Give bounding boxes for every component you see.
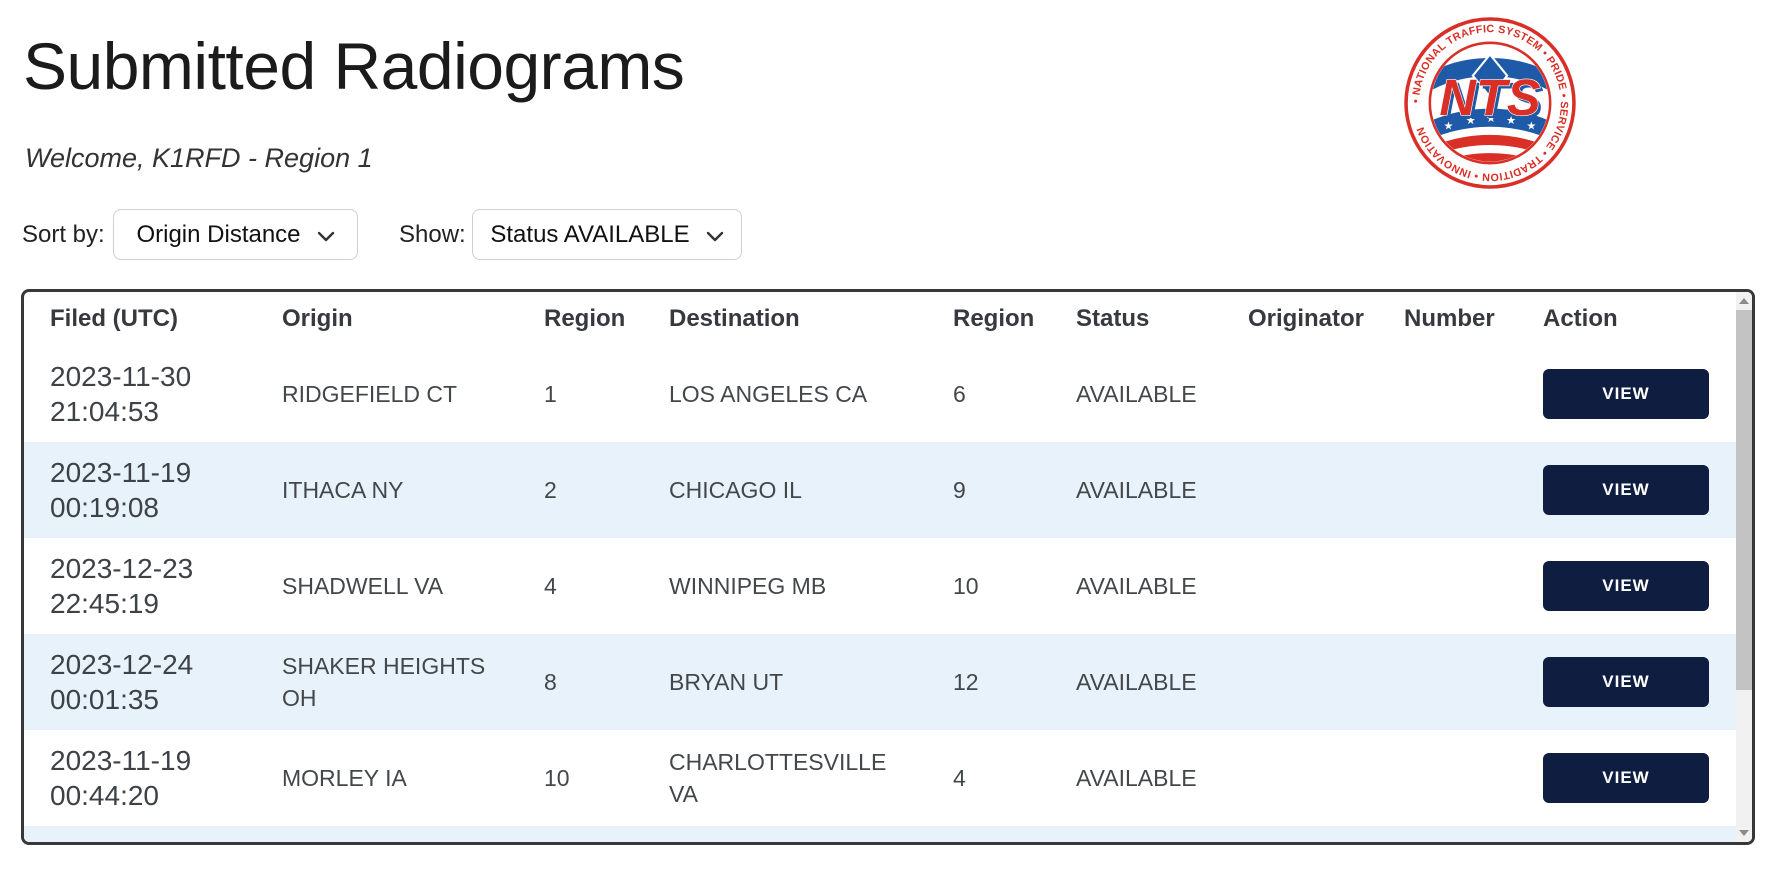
cell-destination: CHICAGO IL bbox=[669, 476, 802, 503]
table-row: 2023-11-19 00:19:08 ITHACA NY 2 CHICAGO … bbox=[24, 442, 1736, 538]
cell-origin-region: 4 bbox=[544, 572, 557, 599]
column-header-action: Action bbox=[1543, 305, 1618, 332]
view-button[interactable]: VIEW bbox=[1543, 657, 1709, 707]
cell-status: AVAILABLE bbox=[1076, 476, 1197, 503]
view-button[interactable]: VIEW bbox=[1543, 753, 1709, 803]
table-row: 2023-12-24 00:01:35 SHAKER HEIGHTS OH 8 … bbox=[24, 634, 1736, 730]
table-row: 2023-11-30 21:04:53 RIDGEFIELD CT 1 LOS … bbox=[24, 346, 1736, 442]
column-header-origin-region: Region bbox=[544, 305, 626, 332]
cell-dest-region: 10 bbox=[953, 572, 979, 599]
filed-date: 2023-12-23 bbox=[50, 553, 194, 584]
table-content: Filed (UTC) Origin Region Destination Re… bbox=[24, 292, 1736, 842]
chevron-down-icon bbox=[706, 231, 723, 241]
table-row: 2023-12-23 22:45:19 SHADWELL VA 4 WINNIP… bbox=[24, 538, 1736, 634]
column-header-dest-region: Region bbox=[953, 305, 1035, 332]
cell-origin: ITHACA NY bbox=[282, 476, 404, 503]
table-row-partial bbox=[24, 826, 1736, 842]
logo-monogram: NTS bbox=[1439, 69, 1540, 126]
nts-logo-graphic: • NATIONAL TRAFFIC SYSTEM • PRIDE • SERV… bbox=[1404, 17, 1576, 189]
triangle-up-icon bbox=[1739, 298, 1749, 304]
cell-origin-region: 10 bbox=[544, 764, 570, 791]
filed-time: 00:44:20 bbox=[50, 780, 159, 811]
view-button[interactable]: VIEW bbox=[1543, 369, 1709, 419]
cell-origin-region: 2 bbox=[544, 476, 557, 503]
cell-origin: SHADWELL VA bbox=[282, 572, 444, 599]
show-select[interactable]: Status AVAILABLE bbox=[472, 209, 742, 260]
cell-origin-region: 1 bbox=[544, 380, 557, 407]
column-header-origin: Origin bbox=[282, 305, 353, 332]
column-header-filed: Filed (UTC) bbox=[50, 305, 178, 332]
show-label: Show: bbox=[399, 220, 466, 248]
cell-filed: 2023-12-23 22:45:19 bbox=[50, 551, 282, 621]
sort-select[interactable]: Origin Distance bbox=[113, 209, 358, 260]
filed-time: 00:19:08 bbox=[50, 492, 159, 523]
svg-text:★: ★ bbox=[1443, 120, 1453, 132]
cell-filed: 2023-12-24 00:01:35 bbox=[50, 647, 282, 717]
logo-stars: ★ ★ ★ ★ ★ bbox=[1443, 113, 1536, 132]
column-header-destination: Destination bbox=[669, 305, 800, 332]
filed-time: 00:01:35 bbox=[50, 684, 159, 715]
cell-filed: 2023-11-30 21:04:53 bbox=[50, 359, 282, 429]
filed-date: 2023-12-24 bbox=[50, 649, 194, 680]
svg-text:★: ★ bbox=[1466, 115, 1476, 127]
scroll-down-button[interactable] bbox=[1736, 824, 1752, 842]
chevron-down-icon bbox=[317, 231, 334, 241]
cell-dest-region: 4 bbox=[953, 764, 966, 791]
filed-time: 21:04:53 bbox=[50, 396, 159, 427]
svg-text:★: ★ bbox=[1486, 113, 1496, 125]
page-title: Submitted Radiograms bbox=[23, 29, 685, 103]
view-button[interactable]: VIEW bbox=[1543, 465, 1709, 515]
svg-text:★: ★ bbox=[1506, 115, 1516, 127]
filed-date: 2023-11-19 bbox=[50, 745, 192, 776]
cell-status: AVAILABLE bbox=[1076, 668, 1197, 695]
cell-filed: 2023-11-19 00:19:08 bbox=[50, 455, 282, 525]
cell-action: VIEW bbox=[1543, 657, 1736, 707]
logo-monogram-shadow: NTS bbox=[1442, 72, 1543, 129]
sort-by-label: Sort by: bbox=[22, 220, 105, 248]
triangle-down-icon bbox=[1739, 830, 1749, 836]
table-row: 2023-11-19 00:44:20 MORLEY IA 10 CHARLOT… bbox=[24, 730, 1736, 826]
cell-origin: SHAKER HEIGHTS OH bbox=[282, 652, 486, 711]
cell-dest-region: 12 bbox=[953, 668, 979, 695]
scrollbar-thumb[interactable] bbox=[1736, 310, 1752, 690]
show-select-value: Status AVAILABLE bbox=[490, 220, 690, 248]
sort-select-value: Origin Distance bbox=[136, 220, 301, 248]
nts-logo: • NATIONAL TRAFFIC SYSTEM • PRIDE • SERV… bbox=[1403, 16, 1577, 190]
cell-action: VIEW bbox=[1543, 369, 1736, 419]
cell-dest-region: 9 bbox=[953, 476, 966, 503]
controls-bar: Sort by: Origin Distance Show: Status AV… bbox=[0, 209, 1770, 260]
cell-action: VIEW bbox=[1543, 465, 1736, 515]
table-header-row: Filed (UTC) Origin Region Destination Re… bbox=[24, 292, 1736, 346]
cell-action: VIEW bbox=[1543, 561, 1736, 611]
column-header-number: Number bbox=[1404, 305, 1495, 332]
cell-status: AVAILABLE bbox=[1076, 380, 1197, 407]
cell-action: VIEW bbox=[1543, 753, 1736, 803]
filed-date: 2023-11-19 bbox=[50, 457, 192, 488]
cell-destination: BRYAN UT bbox=[669, 668, 784, 695]
cell-origin: RIDGEFIELD CT bbox=[282, 380, 458, 407]
cell-origin-region: 8 bbox=[544, 668, 557, 695]
cell-dest-region: 6 bbox=[953, 380, 966, 407]
cell-filed: 2023-11-19 00:44:20 bbox=[50, 743, 282, 813]
view-button[interactable]: VIEW bbox=[1543, 561, 1709, 611]
table-scrollbar[interactable] bbox=[1736, 292, 1752, 842]
column-header-status: Status bbox=[1076, 305, 1150, 332]
column-header-originator: Originator bbox=[1248, 305, 1365, 332]
filed-time: 22:45:19 bbox=[50, 588, 159, 619]
cell-origin: MORLEY IA bbox=[282, 764, 407, 791]
cell-destination: WINNIPEG MB bbox=[669, 572, 827, 599]
filed-date: 2023-11-30 bbox=[50, 361, 192, 392]
cell-destination: CHARLOTTESVILLE VA bbox=[669, 748, 887, 807]
scroll-up-button[interactable] bbox=[1736, 292, 1752, 310]
svg-text:★: ★ bbox=[1526, 120, 1536, 132]
radiograms-table: Filed (UTC) Origin Region Destination Re… bbox=[21, 289, 1755, 845]
welcome-text: Welcome, K1RFD - Region 1 bbox=[25, 143, 373, 173]
cell-status: AVAILABLE bbox=[1076, 572, 1197, 599]
cell-destination: LOS ANGELES CA bbox=[669, 380, 868, 407]
cell-status: AVAILABLE bbox=[1076, 764, 1197, 791]
